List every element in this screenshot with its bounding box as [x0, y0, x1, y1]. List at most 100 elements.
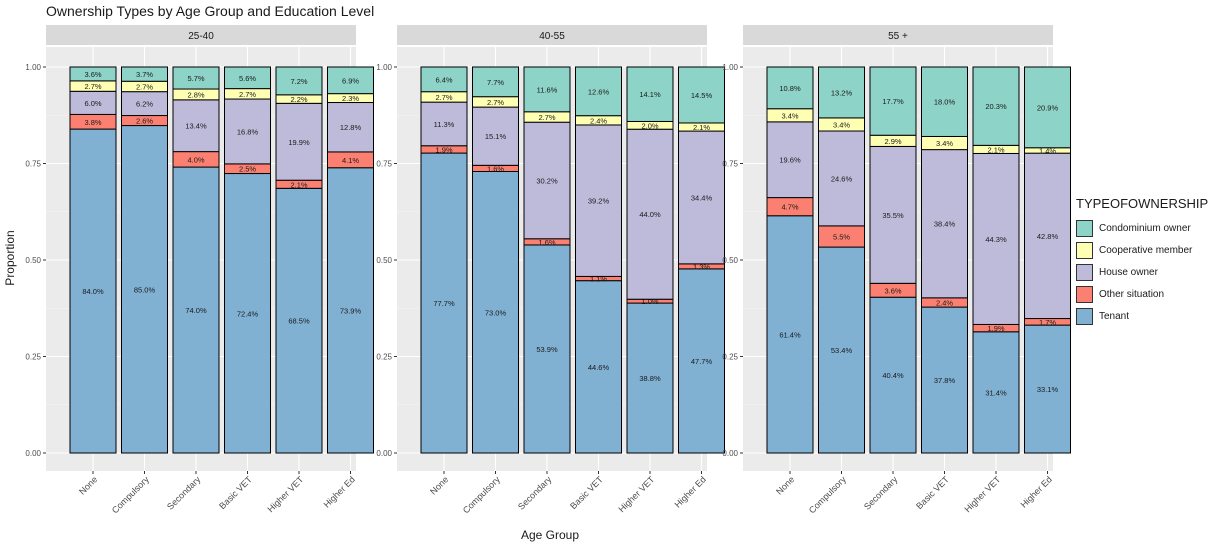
data-label: 2.0%: [641, 121, 658, 130]
y-tick-label: 0.00: [376, 449, 392, 458]
bar-segment: [972, 331, 1020, 454]
x-tick-label: Higher VET: [265, 474, 305, 514]
bar-segment: [1024, 152, 1071, 320]
data-label: 3.4%: [833, 120, 850, 129]
y-tick-label: 1.00: [376, 63, 392, 72]
data-label: 85.0%: [134, 285, 156, 294]
data-label: 17.7%: [882, 97, 904, 106]
legend-swatch: [1076, 241, 1093, 259]
x-tick-label: None: [428, 474, 450, 496]
data-label: 1.6%: [487, 164, 504, 173]
bar-segment: [1024, 66, 1071, 149]
data-label: 47.7%: [691, 357, 713, 366]
x-tick-label: Basic VET: [914, 474, 951, 511]
data-label: 2.1%: [693, 123, 710, 132]
data-label: 35.5%: [882, 211, 904, 220]
legend-label: Other situation: [1099, 288, 1165, 300]
data-label: 2.4%: [936, 298, 953, 307]
bar-segment: [766, 215, 814, 454]
data-label: 2.9%: [884, 137, 901, 146]
bar-segment: [626, 128, 674, 300]
data-label: 2.7%: [136, 82, 153, 91]
y-tick-label: 0.75: [376, 160, 392, 169]
legend-title: TYPEOFOWNERSHIP: [1076, 196, 1209, 211]
legend-item: Other situation: [1076, 283, 1208, 305]
data-label: 16.8%: [237, 127, 259, 136]
x-tick-label: Compulsory: [807, 474, 848, 515]
data-label: 73.9%: [340, 306, 362, 315]
data-label: 33.1%: [1037, 385, 1059, 394]
data-label: 5.5%: [833, 232, 850, 241]
x-tick-label: Higher Ed: [322, 474, 357, 509]
data-label: 11.3%: [434, 120, 455, 129]
bar-segment: [869, 296, 917, 454]
legend-label: House owner: [1099, 266, 1158, 278]
facet-strip: [397, 25, 707, 45]
data-label: 53.4%: [831, 346, 853, 355]
data-label: 38.4%: [934, 220, 956, 229]
data-label: 40.4%: [882, 371, 904, 380]
bar-segment: [766, 121, 814, 199]
data-label: 18.0%: [934, 98, 956, 107]
data-label: 6.9%: [342, 76, 359, 85]
x-tick-label: None: [774, 474, 796, 496]
bar-segment: [626, 66, 674, 122]
bar-segment: [869, 145, 917, 284]
facet-panel-1: 40-55 0.00 0.25 0.50 0.75 1.00 77.7% 1.9% 11.3% 2…: [376, 25, 725, 515]
data-label: 37.8%: [934, 376, 956, 385]
data-label: 2.4%: [590, 116, 607, 125]
legend-item: Cooperative member: [1076, 239, 1208, 261]
bar-segment: [420, 152, 468, 454]
data-label: 3.7%: [136, 70, 153, 79]
data-label: 6.2%: [136, 100, 153, 109]
bar-segment: [523, 244, 571, 454]
data-label: 1.0%: [641, 297, 658, 306]
bar-segment: [472, 66, 519, 98]
data-label: 5.6%: [239, 74, 256, 83]
bar-segment: [275, 187, 323, 454]
data-label: 84.0%: [82, 287, 104, 296]
data-label: 1.3%: [693, 262, 710, 271]
y-tick-label: 0.25: [722, 353, 738, 362]
bar-segment: [275, 66, 323, 96]
legend-swatch: [1076, 307, 1093, 325]
legend-swatch: [1076, 263, 1093, 281]
y-tick-label: 1.00: [25, 63, 41, 72]
chart-title: Ownership Types by Age Group and Educati…: [46, 3, 374, 19]
data-label: 2.7%: [84, 82, 101, 91]
bar-segment: [69, 128, 117, 454]
y-tick-label: 0.75: [722, 160, 738, 169]
data-label: 13.2%: [831, 88, 853, 97]
facet-strip-label: 25-40: [188, 31, 214, 42]
bar-segment: [121, 66, 168, 82]
data-label: 6.0%: [84, 99, 101, 108]
legend-label: Condominium owner: [1099, 222, 1191, 234]
data-label: 42.8%: [1037, 232, 1059, 241]
x-tick-label: Compulsory: [461, 474, 502, 515]
bar-segment: [575, 66, 622, 117]
data-label: 2.8%: [187, 90, 204, 99]
facet-strip: [46, 25, 356, 45]
data-label: 2.7%: [538, 113, 555, 122]
bar-segment: [678, 130, 725, 265]
data-label: 68.5%: [288, 317, 310, 326]
data-label: 31.4%: [985, 388, 1007, 397]
legend-item: Tenant: [1076, 305, 1208, 327]
facet-panel-0: 25-40 0.00 0.25 0.50 0.75 1.00 84.0% 3.8% 6.0% 2.…: [25, 25, 374, 515]
data-label: 44.0%: [639, 210, 661, 219]
data-label: 15.1%: [485, 132, 507, 141]
data-label: 3.4%: [781, 111, 798, 120]
x-tick-label: Secondary: [862, 474, 900, 512]
data-label: 19.9%: [288, 138, 310, 147]
data-label: 6.4%: [435, 75, 452, 84]
x-tick-label: Basic VET: [217, 474, 254, 511]
bar-segment: [921, 306, 968, 454]
bar-segment: [921, 149, 968, 299]
x-tick-label: Secondary: [165, 474, 203, 512]
data-label: 3.6%: [884, 286, 901, 295]
bar-segment: [818, 130, 865, 227]
bar-segment: [121, 125, 168, 454]
bar-segment: [523, 66, 571, 113]
data-label: 73.0%: [485, 308, 507, 317]
